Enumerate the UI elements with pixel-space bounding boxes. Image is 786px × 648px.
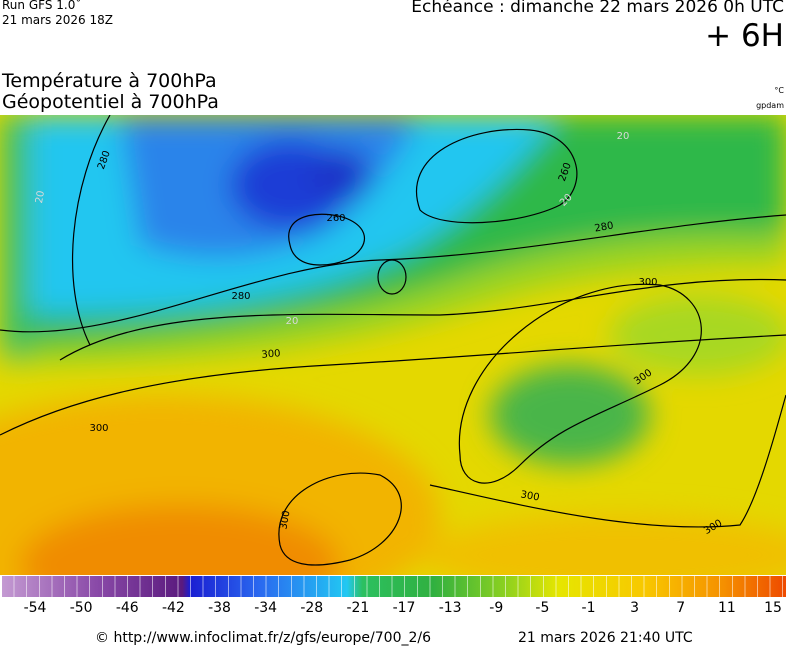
timestamp: 21 mars 2026 21:40 UTC (518, 630, 693, 646)
scale-label: -21 (346, 600, 370, 616)
isotherm-label: 20 (34, 190, 47, 204)
contour-label: 260 (326, 213, 345, 224)
contours (0, 115, 786, 566)
scale-label: -9 (489, 600, 504, 616)
contour-label: 300 (520, 489, 541, 503)
lead-time: + 6H (705, 18, 784, 54)
scale-label: -13 (438, 600, 462, 616)
scale-label: -1 (581, 600, 596, 616)
temperature-field (0, 115, 786, 575)
valid-time: Echéance : dimanche 22 mars 2026 0h UTC (411, 0, 784, 17)
source-link[interactable]: © http://www.infoclimat.fr/z/gfs/europe/… (95, 630, 432, 646)
run-time: 21 mars 2026 18Z (2, 13, 113, 27)
color-scale (2, 576, 786, 597)
scale-label: -46 (115, 600, 139, 616)
isotherm-label: 20 (286, 316, 299, 327)
isotherm-label: 20 (617, 131, 630, 142)
scale-label: 7 (676, 600, 686, 616)
title-temperature: Température à 700hPa (2, 70, 217, 92)
scale-label: -5 (535, 600, 550, 616)
contour-label: 280 (594, 220, 615, 234)
contour-label: 300 (278, 510, 292, 531)
scale-label: -54 (23, 600, 47, 616)
scale-label: -50 (69, 600, 93, 616)
contour-label: 300 (89, 423, 108, 434)
map: 2802602602802803003003003003003003002020… (0, 115, 786, 575)
scale-label: -42 (161, 600, 185, 616)
scale-label: -17 (392, 600, 416, 616)
scale-label: 3 (630, 600, 640, 616)
scale-label: 15 (764, 600, 782, 616)
scale-label: -28 (300, 600, 324, 616)
contour-label: 300 (261, 348, 281, 361)
scale-label: -34 (254, 600, 278, 616)
unit-geopotential: gpdam (756, 101, 784, 110)
scale-label: -38 (208, 600, 231, 616)
title-geopotential: Géopotentiel à 700hPa (2, 91, 219, 113)
contour-label: 280 (231, 291, 250, 302)
unit-temperature: °C (774, 86, 784, 95)
contour-label: 300 (638, 277, 657, 288)
scale-label: 11 (717, 600, 736, 616)
run-label: Run GFS 1.0˚ (2, 0, 82, 12)
